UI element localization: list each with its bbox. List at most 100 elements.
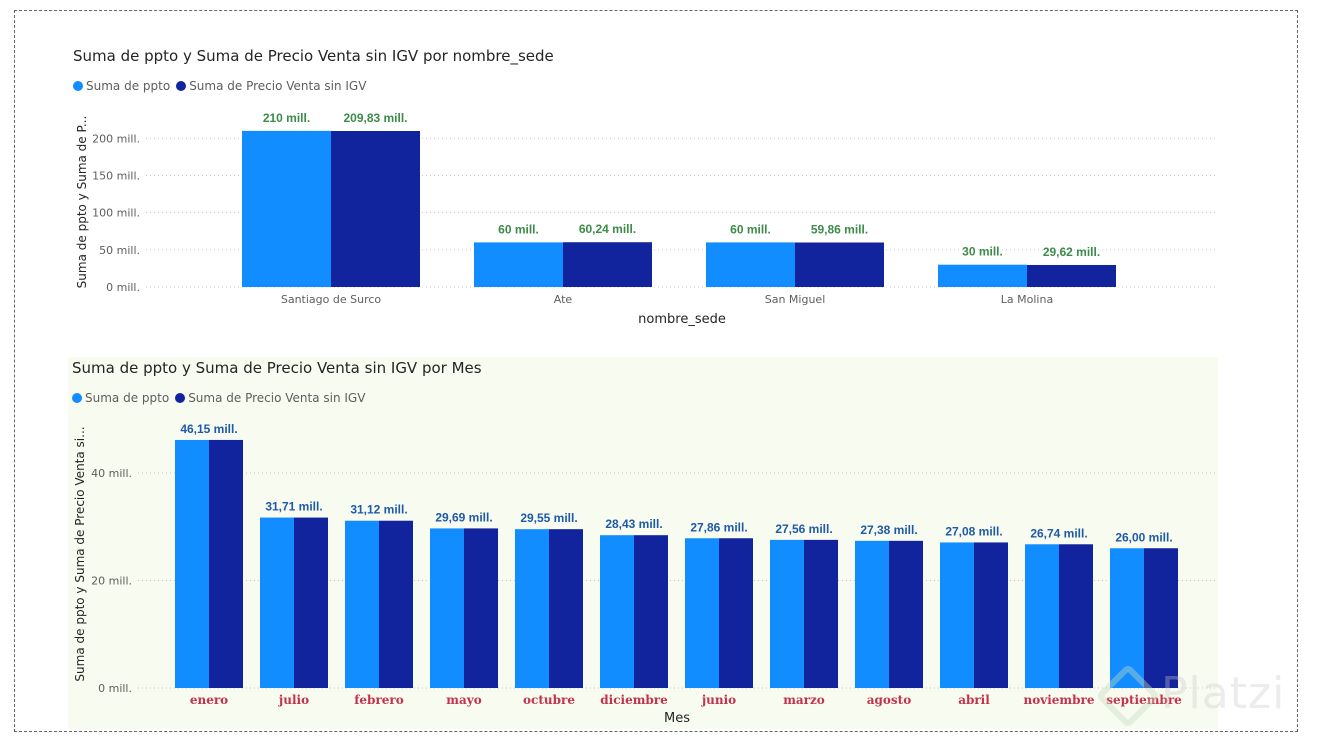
bar-ppto [685,538,719,688]
legend-item-ppto[interactable]: Suma de ppto [72,391,169,405]
y-tick-label: 0 mill. [98,682,132,695]
data-label: 26,74 mill. [1030,526,1087,540]
legend-dot-precio [176,81,187,91]
bar-ppto [515,529,549,688]
bar-precio [974,542,1008,688]
bar-precio [331,130,420,287]
bar-ppto [1110,548,1144,688]
data-label: 209,83 mill. [343,111,407,125]
data-label: 28,43 mill. [605,517,662,531]
legend-sede[interactable]: Suma de ppto Suma de Precio Venta sin IG… [73,79,372,93]
data-label: 30 mill. [962,245,1003,259]
data-label: 27,86 mill. [690,520,747,534]
x-tick-label: San Miguel [765,293,826,306]
legend-label-precio: Suma de Precio Venta sin IGV [188,391,366,405]
legend-mes[interactable]: Suma de ppto Suma de Precio Venta sin IG… [72,391,371,405]
data-label: 31,12 mill. [350,503,407,517]
bar-ppto [706,242,795,287]
bar-precio [1027,264,1116,287]
x-tick-label: marzo [783,693,825,707]
watermark-text: Platzi [1161,668,1286,719]
report-canvas-frame [14,10,1298,732]
legend-item-ppto[interactable]: Suma de ppto [73,79,170,93]
legend-label-ppto: Suma de ppto [86,79,171,93]
bar-precio [209,439,243,688]
x-tick-label: abril [958,693,990,707]
bar-precio [804,539,838,688]
bar-ppto [938,264,1027,287]
y-tick-label: 100 mill. [92,207,140,220]
data-label: 29,62 mill. [1043,245,1100,259]
bar-precio [889,540,923,688]
data-label: 31,71 mill. [265,500,322,514]
data-label: 27,56 mill. [775,522,832,536]
x-tick-label: noviembre [1024,693,1095,707]
y-tick-label: 20 mill. [91,575,132,588]
legend-item-precio[interactable]: Suma de Precio Venta sin IGV [176,79,366,93]
x-tick-label: julio [278,693,309,707]
bar-precio [1059,544,1093,688]
bar-ppto [600,535,634,688]
x-tick-label: octubre [523,693,575,707]
x-tick-label: agosto [867,693,911,707]
data-label: 60 mill. [730,222,771,236]
bar-ppto [940,542,974,688]
y-tick-label: 0 mill. [106,281,140,294]
bar-ppto [1025,544,1059,688]
x-tick-label: enero [190,693,228,707]
legend-label-precio: Suma de Precio Venta sin IGV [189,79,367,93]
chart-title-mes: Suma de ppto y Suma de Precio Venta sin … [72,359,482,377]
bar-precio [563,242,652,287]
bar-ppto [770,539,804,688]
y-tick-label: 150 mill. [92,169,140,182]
y-axis-title: Suma de ppto y Suma de P... [75,116,89,289]
data-label: 29,69 mill. [435,510,492,524]
data-label: 26,00 mill. [1115,530,1172,544]
bar-ppto [175,439,209,688]
y-tick-label: 50 mill. [99,244,140,257]
legend-item-precio[interactable]: Suma de Precio Venta sin IGV [175,391,365,405]
data-label: 27,08 mill. [945,524,1002,538]
x-axis-title: nombre_sede [638,312,726,327]
data-label: 60 mill. [498,222,539,236]
legend-label-ppto: Suma de ppto [85,391,170,405]
bar-ppto [855,540,889,688]
bar-ppto [345,520,379,688]
x-tick-label: Santiago de Surco [281,293,382,306]
data-label: 60,24 mill. [579,222,636,236]
data-label: 46,15 mill. [180,422,237,436]
x-axis-title: Mes [664,711,690,726]
legend-dot-ppto [72,393,82,403]
chart-title-sede: Suma de ppto y Suma de Precio Venta sin … [73,47,554,65]
y-tick-label: 200 mill. [92,132,140,145]
bar-precio [464,528,498,688]
x-tick-label: septiembre [1106,693,1182,707]
data-label: 29,55 mill. [520,511,577,525]
bar-ppto [260,517,294,688]
x-tick-label: junio [701,693,736,707]
x-tick-label: mayo [446,693,481,707]
data-label: 210 mill. [263,111,310,125]
x-tick-label: La Molina [1001,293,1053,306]
y-tick-label: 40 mill. [91,467,132,480]
x-tick-label: febrero [354,693,403,707]
bar-precio [1144,548,1178,688]
bar-ppto [430,528,464,688]
y-axis-title: Suma de ppto y Suma de Precio Venta si..… [73,426,87,681]
x-tick-label: Ate [554,293,573,306]
bar-ppto [474,242,563,287]
data-label: 59,86 mill. [811,222,868,236]
bar-precio [549,529,583,688]
bar-precio [719,538,753,688]
bar-ppto [242,130,331,287]
legend-dot-precio [175,393,186,403]
x-tick-label: diciembre [600,693,668,707]
bar-precio [379,520,413,688]
data-label: 27,38 mill. [860,523,917,537]
bar-precio [294,517,328,688]
bar-precio [634,535,668,688]
legend-dot-ppto [73,81,83,91]
platzi-logo-icon [1095,663,1161,729]
bar-precio [795,242,884,287]
